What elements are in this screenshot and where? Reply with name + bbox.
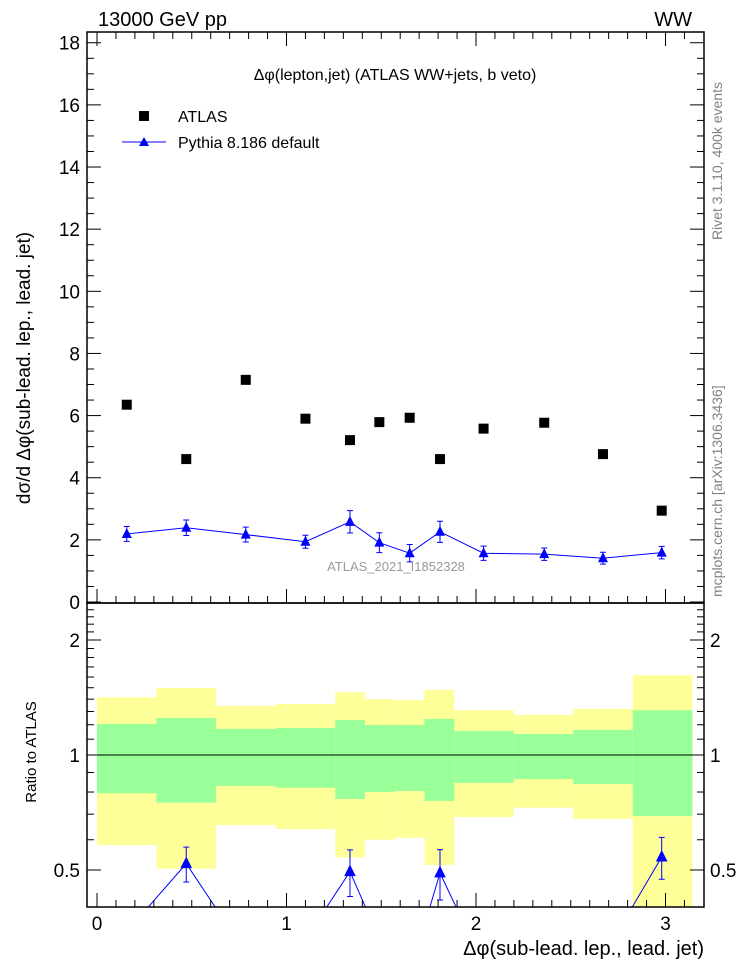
ratio-y-tick-label: 1 (69, 746, 80, 767)
ratio-y-tick-label: 0.5 (54, 861, 80, 882)
legend-atlas-marker (139, 111, 149, 121)
pythia-point (374, 536, 385, 547)
atlas-point (656, 505, 667, 516)
ratio-bands (87, 675, 704, 907)
ratio-series (122, 836, 668, 972)
rivet-label: Rivet 3.1.10, 400k events (709, 82, 725, 240)
pythia-point (539, 548, 550, 559)
ratio-inner-band (424, 718, 455, 801)
ratio-inner-band (513, 733, 574, 780)
ratio-point (180, 846, 193, 883)
watermark: ATLAS_2021_I1852328 (327, 559, 465, 574)
pythia-point (434, 525, 445, 536)
legend-pythia-label: Pythia 8.186 default (178, 135, 320, 152)
ratio-point (405, 948, 415, 972)
process-label: WW (654, 9, 692, 31)
ratio-point (434, 849, 446, 901)
x-tick-label: 3 (660, 914, 671, 935)
atlas-point (344, 435, 355, 446)
ratio-inner-band (573, 729, 633, 785)
ratio-y-tick-label: 0.5 (710, 861, 736, 882)
atlas-point (374, 417, 385, 428)
pythia-point (597, 552, 608, 563)
pythia-point (121, 527, 132, 538)
x-tick-label: 1 (281, 914, 292, 935)
pythia-point (344, 515, 355, 526)
y-tick-label: 18 (59, 34, 80, 55)
atlas-point (181, 454, 192, 465)
ratio-point (344, 849, 356, 898)
ratio-point (241, 935, 251, 972)
ratio-point (655, 836, 668, 880)
ratio-inner-band (364, 725, 395, 793)
pythia-line (126, 521, 662, 559)
legend-pythia-marker (139, 137, 149, 146)
y-tick-label: 16 (59, 96, 80, 117)
x-axis-label: Δφ(sub-lead. lep., lead. jet) (463, 938, 704, 960)
ratio-y-tick-label: 1 (710, 746, 721, 767)
ratio-point (300, 922, 310, 958)
energy-label: 13000 GeV pp (98, 9, 227, 31)
atlas-point (300, 413, 311, 424)
atlas-point (121, 399, 132, 410)
mcplots-label: mcplots.cern.ch [arXiv:1306.3436] (709, 385, 725, 597)
y-tick-label: 6 (69, 407, 80, 428)
y-tick-label: 2 (69, 531, 80, 552)
atlas-point (404, 412, 415, 423)
pythia-point (478, 547, 489, 558)
pythia-point (404, 547, 415, 558)
pythia-point (656, 546, 667, 557)
ratio-inner-band (394, 725, 425, 791)
chart-marks (121, 374, 668, 972)
ratio-inner-band (632, 710, 693, 817)
atlas-point (478, 423, 489, 434)
chart-title: Δφ(lepton,jet) (ATLAS WW+jets, b veto) (254, 67, 537, 84)
atlas-point (240, 374, 251, 385)
atlas-point (597, 449, 608, 460)
x-tick-label: 2 (471, 914, 482, 935)
y-tick-label: 0 (69, 593, 80, 614)
pythia-point (240, 528, 251, 539)
main-y-axis-label: dσ/d Δφ(sub-lead. lep., lead. jet) (14, 232, 35, 504)
ratio-inner-band (216, 728, 276, 786)
atlas-point (434, 454, 445, 465)
y-tick-label: 12 (59, 220, 80, 241)
pythia-point (181, 521, 192, 532)
ratio-inner-band (335, 719, 365, 800)
y-tick-label: 10 (59, 282, 80, 303)
ratio-inner-band (97, 723, 157, 794)
ratio-point (374, 913, 384, 969)
legend-atlas-label: ATLAS (178, 109, 228, 126)
ratio-y-axis-label: Ratio to ATLAS (23, 701, 40, 802)
ratio-point (122, 914, 132, 951)
ratio-y-tick-label: 2 (710, 631, 721, 652)
y-tick-label: 4 (69, 469, 80, 490)
y-tick-label: 8 (69, 344, 80, 365)
ratio-inner-band (156, 717, 217, 803)
x-tick-label: 0 (92, 914, 103, 935)
ratio-inner-band (275, 727, 336, 788)
y-tick-label: 14 (59, 158, 81, 179)
atlas-point (539, 417, 550, 428)
pythia-point (300, 535, 311, 546)
ratio-inner-band (454, 730, 514, 783)
ratio-y-tick-label: 2 (69, 631, 80, 652)
